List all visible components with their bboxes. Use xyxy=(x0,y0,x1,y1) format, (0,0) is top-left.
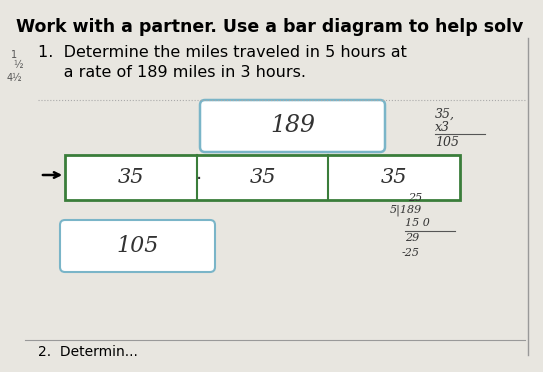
Text: 5|189: 5|189 xyxy=(390,205,422,217)
FancyBboxPatch shape xyxy=(200,100,385,152)
Text: 1.  Determine the miles traveled in 5 hours at: 1. Determine the miles traveled in 5 hou… xyxy=(38,45,407,60)
Text: 35: 35 xyxy=(249,168,276,187)
Text: 35,: 35, xyxy=(435,108,455,121)
Text: Work with a partner. Use a bar diagram to help solv: Work with a partner. Use a bar diagram t… xyxy=(16,18,523,36)
Text: 29: 29 xyxy=(405,233,419,243)
Bar xyxy=(65,155,460,200)
FancyBboxPatch shape xyxy=(60,220,215,272)
Text: 35: 35 xyxy=(381,168,407,187)
Text: ·: · xyxy=(195,170,202,189)
Text: 105: 105 xyxy=(116,235,159,257)
Text: 105: 105 xyxy=(435,136,459,149)
Text: 15 0: 15 0 xyxy=(405,218,430,228)
Text: 1: 1 xyxy=(11,50,17,60)
Text: -25: -25 xyxy=(402,248,420,258)
Text: x3: x3 xyxy=(435,121,450,134)
Text: ½: ½ xyxy=(13,60,23,70)
Text: 4½: 4½ xyxy=(6,73,22,83)
Text: 189: 189 xyxy=(270,115,315,138)
Text: a rate of 189 miles in 3 hours.: a rate of 189 miles in 3 hours. xyxy=(38,65,306,80)
Text: 35: 35 xyxy=(118,168,144,187)
Text: 2.  Determin...: 2. Determin... xyxy=(38,345,138,359)
Text: 25: 25 xyxy=(408,193,422,203)
